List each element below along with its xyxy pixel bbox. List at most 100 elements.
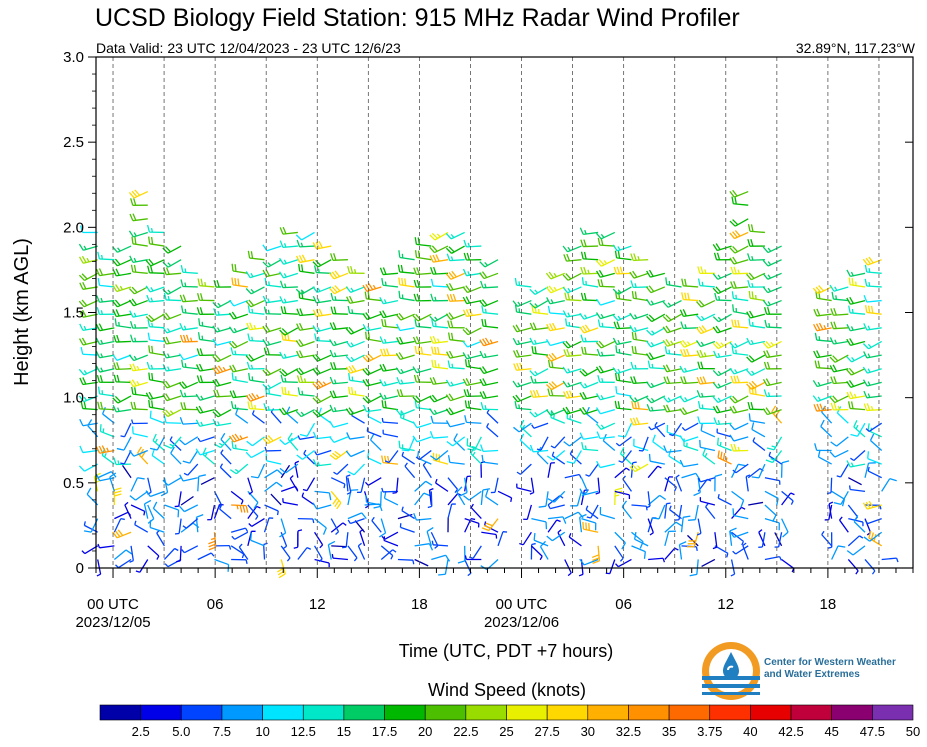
- wind-barb: [383, 536, 399, 547]
- barb-full: [583, 239, 587, 247]
- barb-shaft: [351, 414, 365, 424]
- barb-shaft: [199, 338, 215, 343]
- barb-full: [581, 490, 588, 497]
- barb-shaft: [717, 444, 732, 452]
- chart-title: UCSD Biology Field Station: 915 MHz Rada…: [95, 4, 740, 32]
- barb-full: [333, 362, 337, 370]
- wind-barb: [431, 346, 449, 356]
- wind-barb: [546, 381, 566, 391]
- barb-shaft: [633, 407, 649, 411]
- barb-full: [395, 314, 402, 321]
- wind-barb: [219, 505, 232, 520]
- barb-half: [768, 323, 771, 328]
- barb-full: [329, 287, 335, 295]
- barb-full: [582, 521, 585, 530]
- barb-full: [532, 389, 537, 398]
- barb-shaft: [130, 545, 134, 561]
- barb-shaft: [247, 490, 259, 503]
- barb-full: [729, 342, 736, 349]
- barb-full: [99, 375, 104, 383]
- wind-barb: [764, 504, 777, 522]
- barb-full: [729, 190, 735, 198]
- barb-full: [147, 332, 151, 340]
- wind-barb: [812, 285, 832, 295]
- barb-shaft: [533, 311, 549, 315]
- wind-barb: [398, 440, 415, 452]
- wind-barb: [280, 374, 298, 383]
- barb-full: [432, 376, 437, 385]
- wind-barb: [345, 326, 365, 335]
- barb-half: [700, 392, 704, 398]
- barb-full: [765, 459, 773, 464]
- wind-barb: [95, 350, 115, 359]
- barb-full: [529, 390, 534, 398]
- barb-full: [583, 292, 587, 301]
- barb-half: [150, 228, 154, 233]
- barb-full: [812, 380, 818, 387]
- barb-full: [730, 375, 734, 384]
- wind-barb: [646, 395, 666, 404]
- barb-half: [267, 405, 270, 411]
- barb-full: [365, 367, 371, 375]
- barb-half: [600, 395, 604, 400]
- barb-shaft: [257, 463, 266, 479]
- barb-half: [770, 457, 775, 461]
- barb-half: [143, 511, 146, 516]
- barb-half: [133, 312, 137, 317]
- barb-full: [367, 291, 370, 300]
- wind-barb: [512, 380, 532, 388]
- barb-full: [150, 236, 154, 245]
- barb-full: [148, 399, 151, 408]
- barb-full: [334, 500, 340, 507]
- barb-full: [348, 295, 354, 303]
- barb-shaft: [130, 504, 145, 512]
- wind-barb: [229, 463, 249, 475]
- barb-half: [674, 486, 677, 492]
- barb-full: [645, 286, 652, 294]
- barb-half: [717, 420, 721, 425]
- barb-full: [179, 323, 184, 331]
- barb-full: [99, 424, 102, 432]
- wind-barb: [863, 295, 882, 303]
- barb-half: [217, 421, 220, 426]
- barb-half: [100, 339, 104, 345]
- barb-full: [748, 272, 755, 279]
- barb-shaft: [264, 469, 278, 479]
- barb-full: [746, 369, 752, 376]
- barb-full: [298, 367, 305, 374]
- barb-shaft: [149, 379, 165, 383]
- barb-full: [350, 265, 354, 274]
- barb-half: [451, 363, 454, 368]
- barb-shaft: [647, 465, 659, 479]
- wind-barb: [479, 366, 499, 375]
- barb-full: [131, 190, 138, 198]
- wind-barb: [179, 323, 198, 331]
- wind-barb: [497, 531, 508, 547]
- wind-barb: [848, 477, 862, 486]
- barb-shaft: [683, 298, 699, 302]
- barb-shaft: [249, 407, 265, 411]
- colorbar-title: Wind Speed (knots): [428, 680, 586, 700]
- wind-barb: [663, 404, 682, 413]
- barb-shaft: [614, 490, 630, 496]
- wind-barb: [162, 326, 182, 334]
- wind-barb: [445, 393, 465, 402]
- y-tick-label: 2.5: [63, 134, 84, 151]
- barb-full: [631, 331, 634, 340]
- barb-shaft: [588, 463, 599, 477]
- barb-half: [695, 546, 698, 551]
- wind-barb: [279, 271, 299, 279]
- barb-half: [657, 465, 662, 469]
- barb-shaft: [270, 493, 282, 506]
- barb-full: [662, 315, 669, 323]
- barb-full: [445, 379, 451, 387]
- colorbar-label: 50: [906, 724, 920, 739]
- wind-barb: [329, 404, 348, 413]
- barb-full: [429, 395, 435, 403]
- barb-shaft: [733, 514, 749, 520]
- barb-full: [330, 306, 334, 314]
- barb-shaft: [101, 454, 115, 465]
- barb-full: [733, 375, 737, 383]
- barb-full: [485, 522, 493, 527]
- wind-barb: [696, 390, 715, 398]
